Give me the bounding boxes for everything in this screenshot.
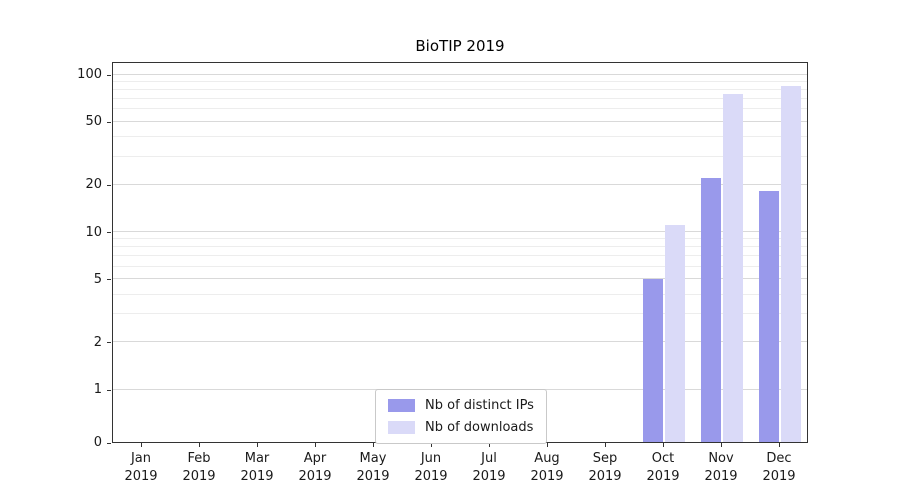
y-tick-label: 50 <box>85 114 102 130</box>
x-tick-mark <box>488 443 490 447</box>
bar-nb-of-distinct-ips-dec <box>759 191 779 442</box>
y-tick-label: 100 <box>77 67 102 82</box>
bar-nb-of-downloads-nov <box>723 93 743 442</box>
x-tick-label: Jul 2019 <box>472 451 506 484</box>
bar-nb-of-distinct-ips-nov <box>701 177 721 442</box>
minor-gridline <box>113 246 807 248</box>
major-gridline <box>113 120 807 122</box>
minor-gridline <box>113 97 807 99</box>
x-tick-label: Mar 2019 <box>240 451 274 484</box>
major-gridline <box>113 341 807 343</box>
minor-gridline <box>113 80 807 82</box>
x-tick-label: Aug 2019 <box>530 451 564 484</box>
bar-nb-of-downloads-oct <box>665 224 685 442</box>
x-tick-label: Oct 2019 <box>646 451 680 484</box>
x-tick-label: Nov 2019 <box>704 451 738 484</box>
minor-gridline <box>113 155 807 157</box>
y-tick-label: 2 <box>93 334 102 350</box>
x-tick-mark <box>720 443 722 447</box>
x-tick-mark <box>256 443 258 447</box>
x-tick-mark <box>778 443 780 447</box>
x-tick-label: Jun 2019 <box>414 451 448 484</box>
y-tick-mark <box>107 279 111 281</box>
x-tick-label: Apr 2019 <box>298 451 332 484</box>
minor-gridline <box>113 293 807 295</box>
legend-item-downloads: Nb of downloads <box>388 420 534 435</box>
minor-gridline <box>113 136 807 138</box>
x-tick-mark <box>314 443 316 447</box>
y-tick-mark <box>107 232 111 233</box>
y-tick-mark <box>107 184 111 186</box>
legend-label-downloads: Nb of downloads <box>425 420 534 435</box>
y-tick-mark <box>107 389 111 391</box>
legend-swatch-downloads <box>388 421 415 434</box>
x-tick-mark <box>430 443 432 447</box>
x-tick-label: Jan 2019 <box>124 451 158 484</box>
x-tick-label: Dec 2019 <box>762 451 796 484</box>
y-tick-label: 5 <box>93 271 102 287</box>
x-tick-label: Sep 2019 <box>588 451 622 484</box>
minor-gridline <box>113 88 807 90</box>
x-tick-mark <box>604 443 606 447</box>
x-tick-mark <box>662 443 664 447</box>
x-tick-mark <box>372 443 374 447</box>
x-tick-label: Feb 2019 <box>182 451 216 484</box>
x-tick-mark <box>140 443 142 447</box>
minor-gridline <box>113 238 807 240</box>
minor-gridline <box>113 108 807 110</box>
x-tick-mark <box>546 443 548 447</box>
y-tick-mark <box>107 121 111 123</box>
major-gridline <box>113 183 807 185</box>
chart-title: BioTIP 2019 <box>415 37 505 55</box>
legend-swatch-distinct-ips <box>388 399 415 412</box>
legend-label-distinct-ips: Nb of distinct IPs <box>425 398 534 413</box>
plot-area: Nb of distinct IPs Nb of downloads <box>112 62 808 444</box>
y-tick-label: 20 <box>85 177 102 193</box>
minor-gridline <box>113 265 807 267</box>
legend: Nb of distinct IPs Nb of downloads <box>375 389 547 444</box>
y-tick-label: 1 <box>93 382 102 397</box>
y-tick-label: 0 <box>93 435 102 450</box>
legend-item-distinct-ips: Nb of distinct IPs <box>388 398 534 413</box>
minor-gridline <box>113 255 807 257</box>
x-tick-mark <box>198 443 200 447</box>
y-tick-mark <box>107 442 111 444</box>
y-tick-mark <box>107 74 111 76</box>
y-tick-mark <box>107 342 111 344</box>
major-gridline <box>113 231 807 232</box>
bar-nb-of-downloads-dec <box>781 85 801 442</box>
minor-gridline <box>113 313 807 315</box>
y-tick-label: 10 <box>85 224 102 240</box>
major-gridline <box>113 73 807 75</box>
major-gridline <box>113 278 807 280</box>
bar-nb-of-distinct-ips-oct <box>643 278 663 442</box>
x-tick-label: May 2019 <box>356 451 390 484</box>
